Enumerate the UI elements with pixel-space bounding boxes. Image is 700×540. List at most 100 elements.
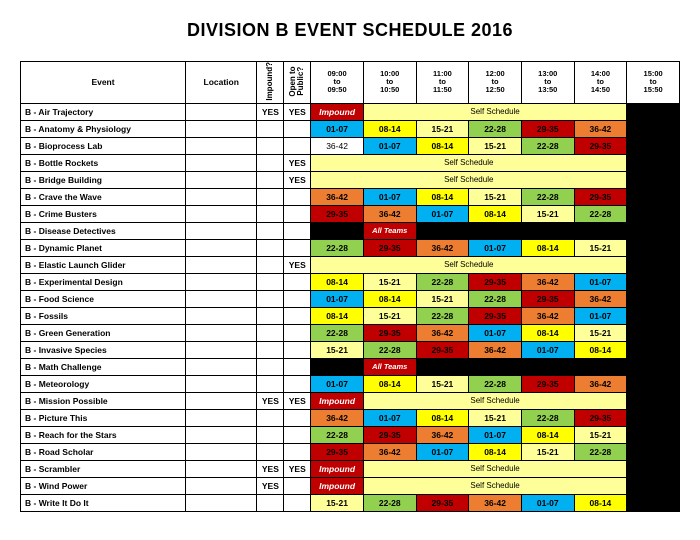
schedule-cell: 29-35 xyxy=(574,137,627,154)
schedule-cell: 36-42 xyxy=(521,307,574,324)
event-name: B - Mission Possible xyxy=(21,392,186,409)
schedule-cell: 08-14 xyxy=(416,188,469,205)
schedule-cell xyxy=(627,205,680,222)
schedule-cell: Impound xyxy=(311,460,364,477)
schedule-cell: Self Schedule xyxy=(311,256,627,273)
schedule-cell xyxy=(627,239,680,256)
header-time-2: 11:00to11:50 xyxy=(416,62,469,104)
table-row: B - Reach for the Stars22-2829-3536-4201… xyxy=(21,426,680,443)
event-impound xyxy=(257,120,284,137)
schedule-cell: 22-28 xyxy=(416,273,469,290)
schedule-cell: 36-42 xyxy=(469,341,522,358)
schedule-cell: 36-42 xyxy=(574,375,627,392)
table-row: B - Elastic Launch GliderYESSelf Schedul… xyxy=(21,256,680,273)
schedule-cell: Self Schedule xyxy=(363,103,626,120)
event-public: YES xyxy=(284,171,311,188)
event-name: B - Road Scholar xyxy=(21,443,186,460)
event-name: B - Fossils xyxy=(21,307,186,324)
header-impound: Impound? xyxy=(257,62,284,104)
event-public xyxy=(284,358,311,375)
schedule-table: Event Location Impound? Open to Public? … xyxy=(20,61,680,512)
table-row: B - Bottle RocketsYESSelf Schedule xyxy=(21,154,680,171)
event-public: YES xyxy=(284,256,311,273)
table-row: B - Math ChallengeAll Teams xyxy=(21,358,680,375)
schedule-cell: 15-21 xyxy=(416,290,469,307)
event-name: B - Bioprocess Lab xyxy=(21,137,186,154)
schedule-cell: 15-21 xyxy=(521,205,574,222)
schedule-cell: 22-28 xyxy=(574,443,627,460)
table-row: B - Dynamic Planet22-2829-3536-4201-0708… xyxy=(21,239,680,256)
event-impound: YES xyxy=(257,392,284,409)
schedule-cell: 36-42 xyxy=(416,239,469,256)
table-body: B - Air TrajectoryYESYESImpoundSelf Sche… xyxy=(21,103,680,511)
event-name: B - Meteorology xyxy=(21,375,186,392)
table-row: B - Bridge BuildingYESSelf Schedule xyxy=(21,171,680,188)
schedule-cell xyxy=(627,341,680,358)
schedule-cell: 01-07 xyxy=(416,205,469,222)
event-impound xyxy=(257,205,284,222)
schedule-cell: 22-28 xyxy=(363,494,416,511)
event-name: B - Crime Busters xyxy=(21,205,186,222)
schedule-cell: 36-42 xyxy=(416,324,469,341)
schedule-cell: 29-35 xyxy=(521,120,574,137)
event-location xyxy=(186,307,257,324)
schedule-cell: 22-28 xyxy=(469,375,522,392)
event-impound xyxy=(257,222,284,239)
event-location xyxy=(186,205,257,222)
event-public xyxy=(284,375,311,392)
schedule-cell: Self Schedule xyxy=(363,477,626,494)
event-impound: YES xyxy=(257,103,284,120)
schedule-cell: 36-42 xyxy=(311,409,364,426)
schedule-cell xyxy=(627,443,680,460)
event-name: B - Reach for the Stars xyxy=(21,426,186,443)
schedule-cell: 08-14 xyxy=(469,443,522,460)
schedule-cell: 15-21 xyxy=(469,137,522,154)
event-public xyxy=(284,307,311,324)
schedule-cell: 01-07 xyxy=(574,273,627,290)
event-impound xyxy=(257,426,284,443)
schedule-cell: 08-14 xyxy=(521,426,574,443)
event-name: B - Air Trajectory xyxy=(21,103,186,120)
event-name: B - Food Science xyxy=(21,290,186,307)
event-impound: YES xyxy=(257,477,284,494)
table-row: B - Wind PowerYESImpoundSelf Schedule xyxy=(21,477,680,494)
schedule-cell: 29-35 xyxy=(416,341,469,358)
schedule-cell: 15-21 xyxy=(416,120,469,137)
event-location xyxy=(186,477,257,494)
schedule-cell: 29-35 xyxy=(469,273,522,290)
event-location xyxy=(186,460,257,477)
schedule-cell: 36-42 xyxy=(574,290,627,307)
event-name: B - Disease Detectives xyxy=(21,222,186,239)
schedule-cell: 15-21 xyxy=(311,341,364,358)
schedule-cell xyxy=(627,103,680,120)
table-row: B - Food Science01-0708-1415-2122-2829-3… xyxy=(21,290,680,307)
schedule-cell: 29-35 xyxy=(416,494,469,511)
schedule-cell: 08-14 xyxy=(416,409,469,426)
table-row: B - Disease DetectivesAll Teams xyxy=(21,222,680,239)
event-name: B - Crave the Wave xyxy=(21,188,186,205)
schedule-cell xyxy=(627,273,680,290)
schedule-cell: 22-28 xyxy=(521,188,574,205)
event-location xyxy=(186,256,257,273)
event-name: B - Bottle Rockets xyxy=(21,154,186,171)
event-public xyxy=(284,443,311,460)
table-row: B - Anatomy & Physiology01-0708-1415-212… xyxy=(21,120,680,137)
schedule-cell: 22-28 xyxy=(311,426,364,443)
event-name: B - Math Challenge xyxy=(21,358,186,375)
schedule-cell: 36-42 xyxy=(574,120,627,137)
header-time-4: 13:00to13:50 xyxy=(521,62,574,104)
event-impound xyxy=(257,443,284,460)
event-location xyxy=(186,290,257,307)
event-impound xyxy=(257,239,284,256)
event-location xyxy=(186,375,257,392)
schedule-cell: 29-35 xyxy=(363,239,416,256)
table-row: B - Experimental Design08-1415-2122-2829… xyxy=(21,273,680,290)
table-row: B - Write It Do It15-2122-2829-3536-4201… xyxy=(21,494,680,511)
event-public xyxy=(284,290,311,307)
event-public xyxy=(284,239,311,256)
event-public xyxy=(284,477,311,494)
event-name: B - Experimental Design xyxy=(21,273,186,290)
schedule-cell: 08-14 xyxy=(363,120,416,137)
event-location xyxy=(186,392,257,409)
event-public xyxy=(284,324,311,341)
